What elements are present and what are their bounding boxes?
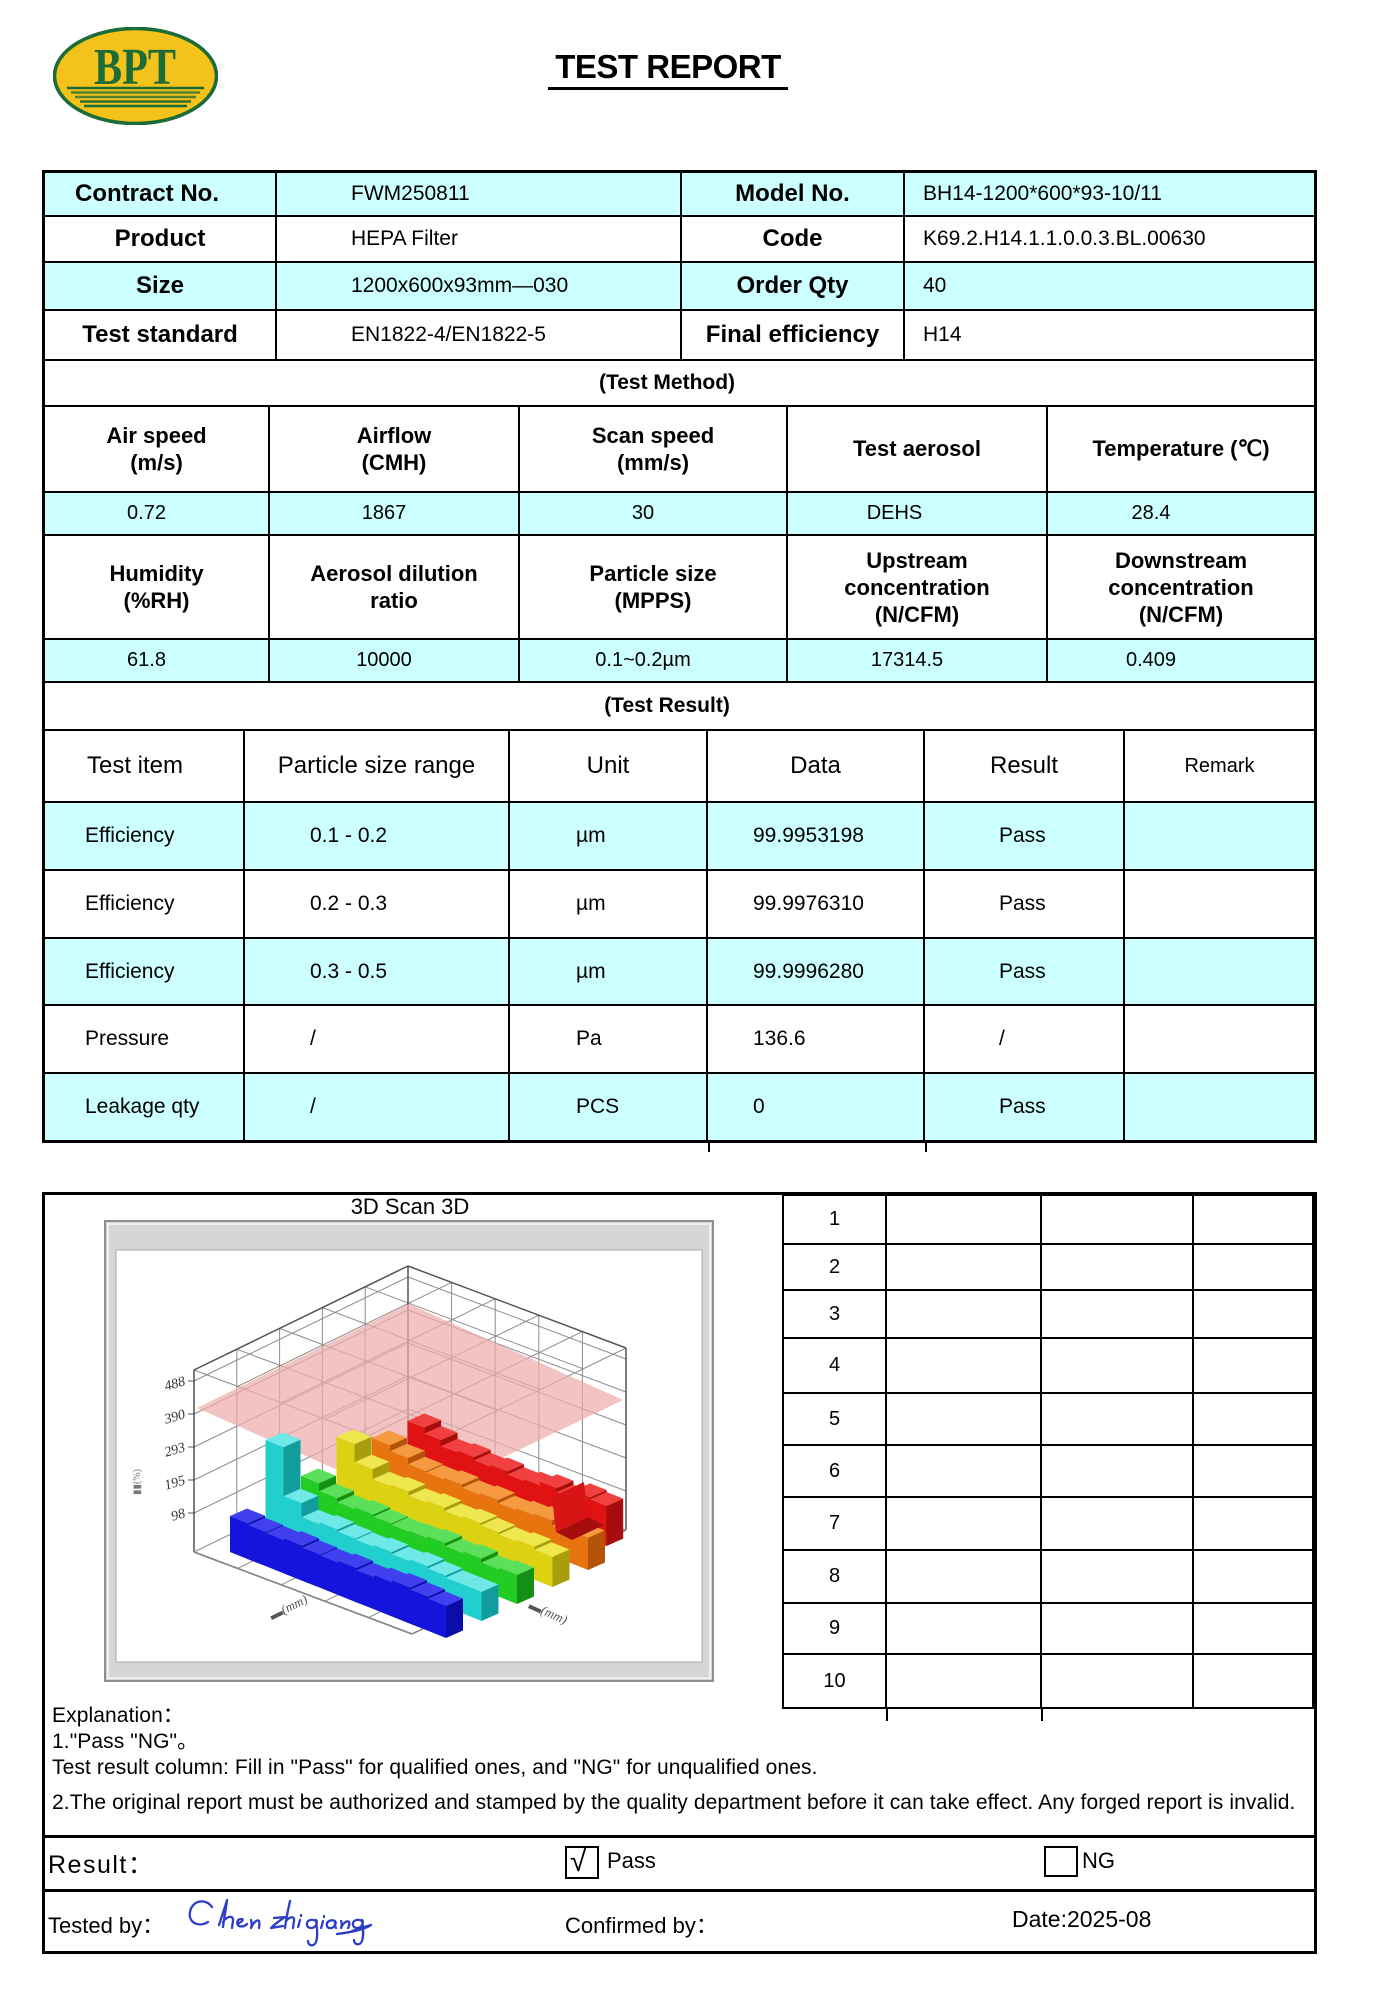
svg-text:488: 488 — [163, 1374, 187, 1394]
svg-text:195: 195 — [163, 1473, 187, 1493]
svg-text:BPT: BPT — [94, 39, 176, 96]
svg-text:390: 390 — [162, 1407, 187, 1427]
svg-text:▮▮(%): ▮▮(%) — [132, 1469, 143, 1495]
svg-text:98: 98 — [170, 1506, 188, 1524]
svg-text:293: 293 — [163, 1440, 187, 1460]
